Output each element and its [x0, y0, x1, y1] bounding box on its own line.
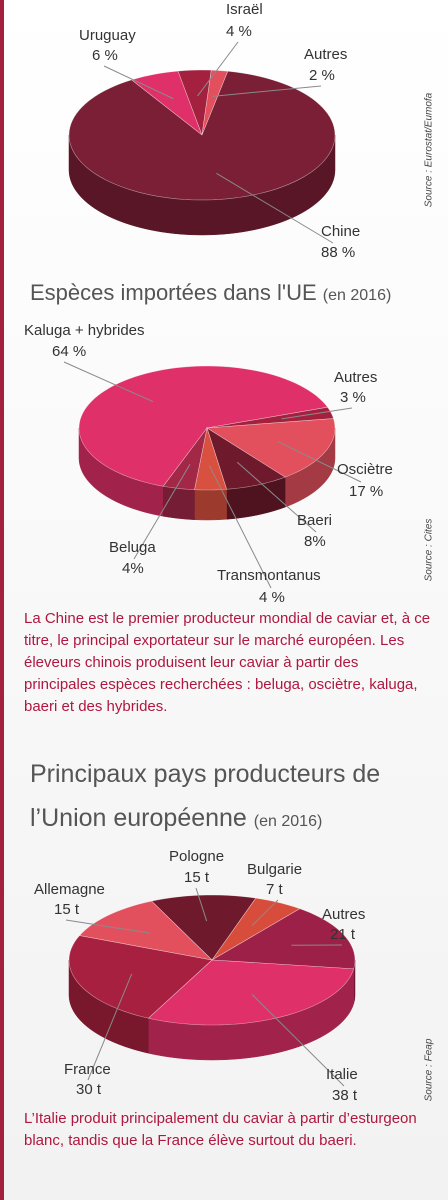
slice-label: Israël: [226, 1, 263, 18]
source: Source : Feap: [424, 1038, 435, 1101]
value-label: 21 t: [330, 926, 356, 943]
value-label: 30 t: [76, 1081, 102, 1098]
value-label: 17 %: [349, 483, 383, 500]
leader-line: [197, 41, 239, 97]
slice-label: Baeri: [297, 512, 332, 529]
slice-label: Osciètre: [337, 461, 393, 478]
slice-label: Bulgarie: [247, 861, 302, 878]
leader-line: [251, 994, 345, 1087]
value-label: 4 %: [226, 23, 252, 40]
slice: [206, 427, 286, 490]
chart-title: Principaux pays producteurs de l’Union e…: [30, 752, 390, 844]
title-text: Principaux pays producteurs de l’Union e…: [30, 760, 381, 832]
leader-line: [65, 919, 150, 934]
slice-label: Autres: [304, 46, 347, 63]
subtitle: (en 2016): [322, 287, 392, 304]
leader-line: [212, 85, 322, 97]
slice: [68, 935, 213, 1019]
slice: [147, 959, 355, 1026]
slice-label: Uruguay: [79, 27, 136, 44]
value-label: 8%: [304, 533, 326, 550]
leader-line: [251, 899, 279, 926]
slice-label: Autres: [322, 906, 365, 923]
leader-line: [87, 973, 133, 1081]
slice-label: Allemagne: [34, 881, 105, 898]
paragraph: L’Italie produit principalement du cavia…: [24, 1110, 417, 1149]
leader-line: [63, 361, 154, 403]
value-label: 7 t: [266, 881, 284, 898]
slice: [210, 908, 356, 970]
leader-line: [103, 65, 174, 100]
value-label: 88 %: [321, 244, 355, 261]
leader-line: [281, 407, 353, 420]
slice-label: Chine: [321, 223, 360, 240]
value-label: 38 t: [332, 1087, 358, 1104]
source: Source : Cites: [424, 519, 435, 582]
slice: [68, 70, 336, 201]
slice: [162, 427, 208, 491]
slice-side: [162, 485, 195, 520]
value-label: 6 %: [92, 47, 118, 64]
value-label: 3 %: [340, 389, 366, 406]
charts: Uruguay 6 % Israël 4 % Autres 2 % Chine 88 % Sou…: [24, 1, 435, 1104]
slice-label: Kaluga + hybrides: [24, 322, 145, 339]
slice-label: Transmontanus: [217, 567, 321, 584]
slice-label: France: [64, 1061, 111, 1078]
slice: [150, 894, 257, 961]
leader-line: [278, 441, 362, 483]
leader-line: [195, 887, 208, 922]
title-text: Espèces importées dans l'UE: [30, 280, 317, 305]
value-label: 64 %: [52, 343, 86, 360]
leader-line: [216, 172, 334, 244]
slice: [78, 900, 213, 961]
chart-title: Espèces importées dans l'UE (en 2016): [30, 280, 391, 306]
slice-label: Beluga: [109, 539, 156, 556]
leader-line: [236, 461, 317, 533]
slice: [211, 897, 301, 961]
slice: [194, 426, 227, 491]
paragraph: La Chine est le premier producteur mondi…: [24, 610, 431, 715]
slice-label: Italie: [326, 1066, 358, 1083]
subtitle: (en 2016): [253, 813, 323, 830]
slice-label: Pologne: [169, 848, 224, 865]
leader-line: [133, 464, 191, 560]
slice-side: [194, 489, 227, 521]
slice: [177, 69, 212, 136]
slice: [206, 418, 336, 478]
source: Source : Eurostat/Eumofa: [424, 92, 435, 207]
value-label: 2 %: [309, 67, 335, 84]
value-label: 15 t: [54, 901, 80, 918]
value-label: 15 t: [184, 869, 210, 886]
leader-line: [208, 464, 272, 589]
slice-label: Autres: [334, 369, 377, 386]
value-label: 4 %: [259, 589, 285, 606]
value-label: 4%: [122, 560, 144, 577]
